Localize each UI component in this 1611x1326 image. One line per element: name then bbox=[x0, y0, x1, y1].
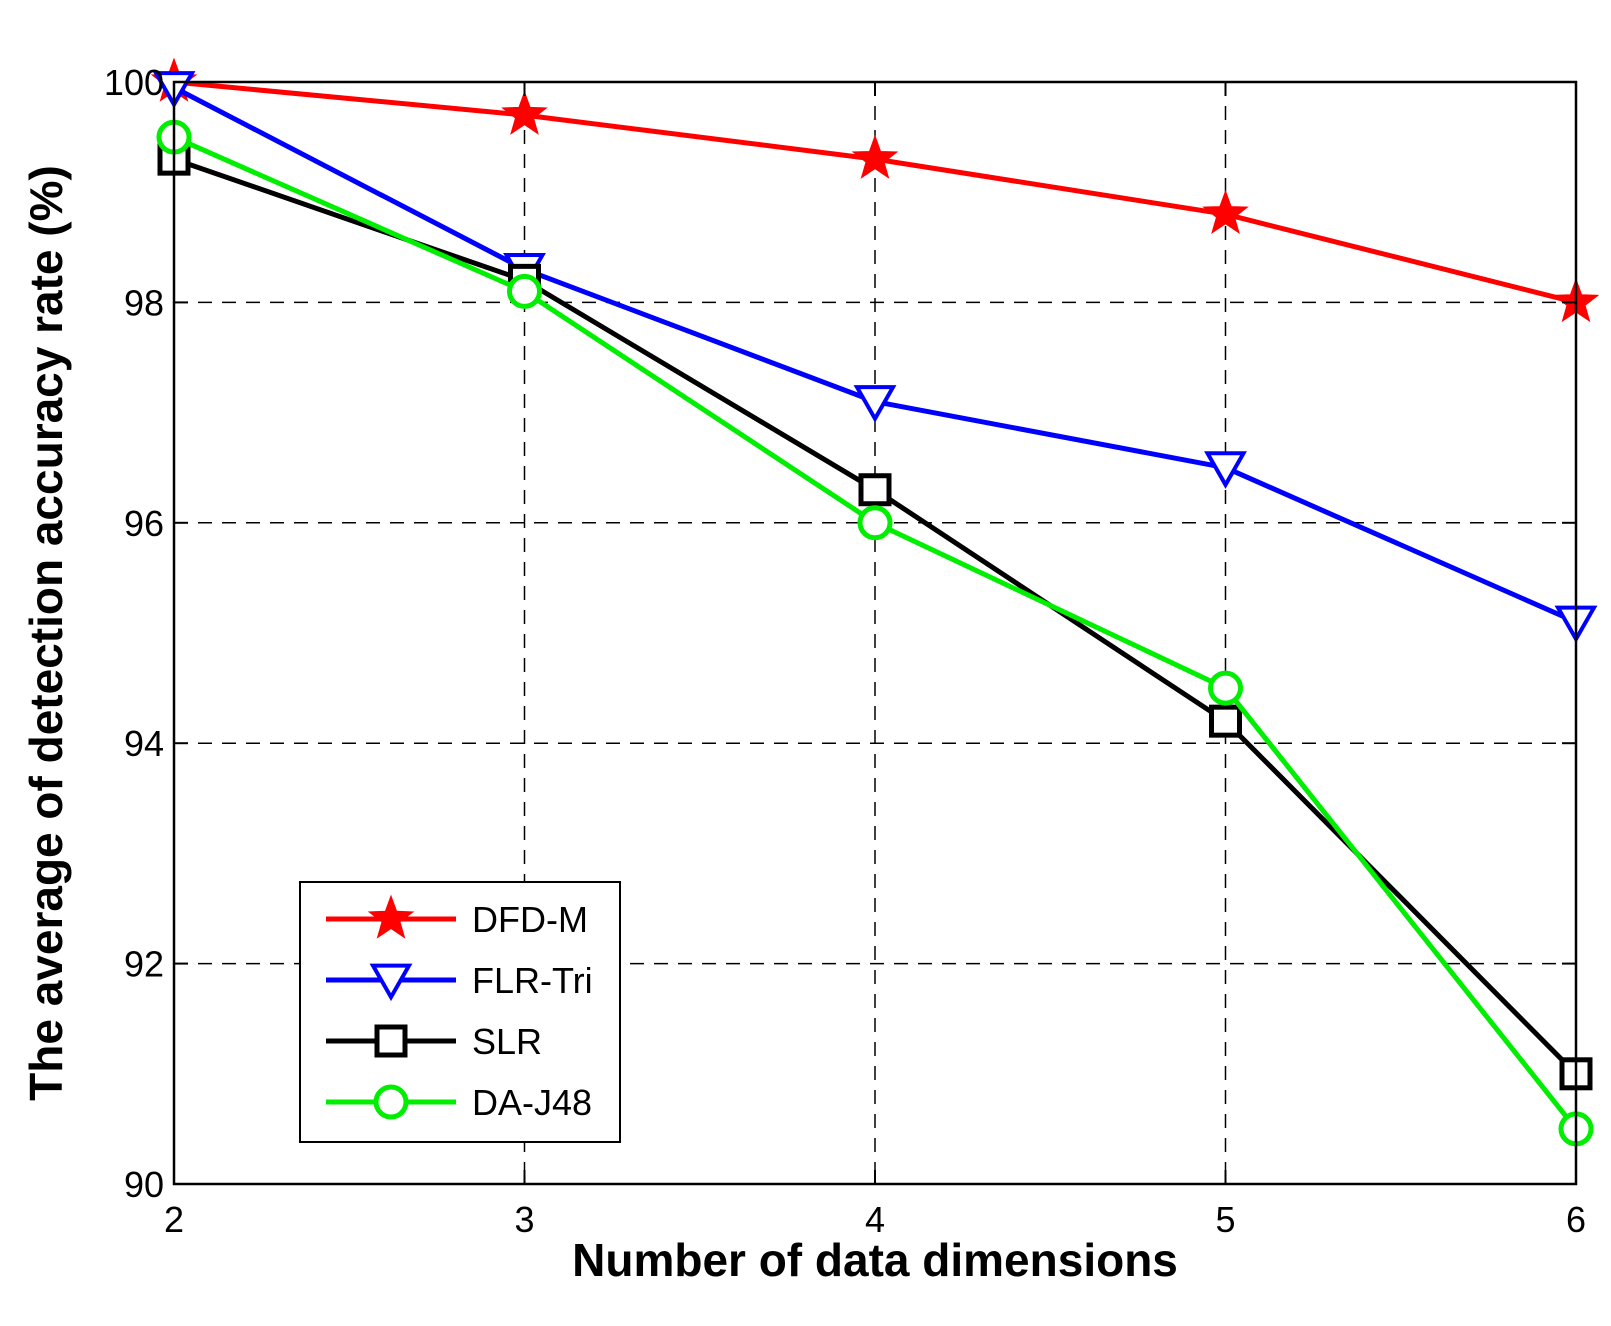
data-point-marker bbox=[1204, 451, 1247, 489]
y-tick-label: 96 bbox=[124, 503, 164, 544]
data-point-marker bbox=[1208, 670, 1243, 706]
axis-ticks: 2 3 4 5 6 90 92 94 96 98 100 bbox=[104, 62, 1586, 1240]
data-point-marker bbox=[857, 505, 893, 541]
x-tick-label: 5 bbox=[1215, 1199, 1235, 1240]
legend-box bbox=[299, 881, 621, 1143]
legend-marker bbox=[373, 1084, 409, 1120]
legend-label: DA-J48 bbox=[472, 1082, 592, 1123]
legend-label: FLR-Tri bbox=[472, 960, 593, 1001]
data-point-marker bbox=[1209, 704, 1242, 738]
y-axis-title: The average of detection accuracy rate (… bbox=[20, 165, 72, 1101]
data-point-marker bbox=[507, 273, 542, 309]
data-point-marker bbox=[858, 473, 892, 507]
y-tick-label: 94 bbox=[124, 723, 164, 764]
y-tick-label: 100 bbox=[104, 62, 164, 103]
legend-marker bbox=[369, 963, 413, 1002]
legend-item: FLR-Tri bbox=[326, 960, 593, 1002]
x-tick-label: 2 bbox=[164, 1199, 184, 1240]
legend-marker bbox=[367, 894, 415, 939]
legend-marker bbox=[374, 1024, 408, 1058]
y-tick-label: 90 bbox=[124, 1164, 164, 1205]
x-tick-label: 3 bbox=[514, 1199, 534, 1240]
data-point-marker bbox=[1202, 189, 1249, 234]
legend-item: DFD-M bbox=[326, 894, 588, 940]
data-point-marker bbox=[853, 385, 897, 423]
data-point-marker bbox=[501, 90, 548, 135]
data-point-marker bbox=[851, 134, 899, 179]
legend-item: DA-J48 bbox=[326, 1082, 592, 1123]
legend-label: SLR bbox=[472, 1021, 542, 1062]
x-tick-label: 6 bbox=[1566, 1199, 1586, 1240]
x-axis-title: Number of data dimensions bbox=[572, 1234, 1178, 1286]
legend-item: SLR bbox=[326, 1021, 542, 1062]
legend: DFD-M FLR-Tri SLR DA-J48 bbox=[299, 881, 621, 1143]
y-tick-label: 92 bbox=[124, 944, 164, 985]
y-tick-label: 98 bbox=[124, 282, 164, 323]
legend-label: DFD-M bbox=[472, 899, 588, 940]
x-tick-label: 4 bbox=[865, 1199, 885, 1240]
